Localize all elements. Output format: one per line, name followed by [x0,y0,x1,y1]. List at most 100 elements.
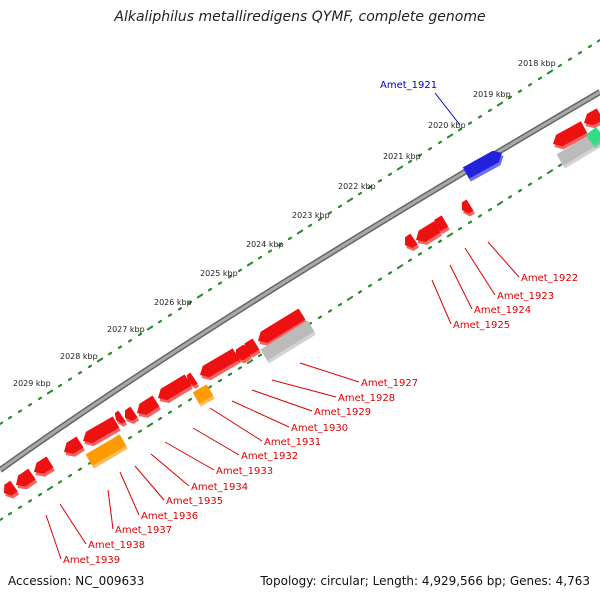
gene-feature [137,395,160,415]
scale-label: 2020 kbp [428,121,466,130]
tick-mark [46,389,54,395]
tick-mark [217,281,223,285]
scale-label: 2018 kbp [518,59,556,68]
tick-mark [127,435,133,440]
tick-mark [227,275,233,279]
gene-label: Amet_1929 [314,407,371,418]
gene-feature [260,320,315,361]
gene-feature [584,108,600,126]
scale-label: 2028 kbp [60,352,98,361]
tick-mark [17,505,23,510]
outer-tick-track [0,38,600,426]
tick-mark [187,300,193,305]
tick-mark [96,357,104,363]
tick-mark [327,211,333,215]
tick-mark [587,44,593,49]
tick-mark [387,271,393,275]
tick-mark [146,325,154,331]
tick-mark [546,169,554,175]
tick-mark [377,277,383,282]
tick-mark [157,416,163,421]
gene-feature [461,199,474,214]
tick-mark [0,421,4,426]
gene-track [4,108,600,499]
gene-feature [433,215,449,231]
tick-mark [577,51,583,55]
scale-label: 2022 kbp [338,182,376,191]
tick-mark [507,195,513,199]
tick-mark [237,366,243,370]
tick-mark [167,313,173,317]
gene-feature [124,406,138,422]
tick-mark [146,422,154,428]
tick-mark [377,179,383,183]
tick-mark [357,290,363,294]
gene-feature [4,480,18,496]
leader-line [59,503,87,545]
tick-mark [257,353,263,358]
tick-mark [196,293,204,299]
gene-label: Amet_1936 [141,511,198,522]
tick-mark [527,182,533,187]
tick-mark [367,283,373,288]
tick-mark [396,165,404,171]
tick-mark [467,121,473,125]
scale-labels: 2018 kbp 2019 kbp 2020 kbp 2021 kbp 2022 kbp… [13,59,556,388]
leader-line [464,247,496,296]
leader-line [107,489,114,530]
leader-line [434,92,461,126]
tick-mark [177,307,183,311]
tick-mark [137,332,143,337]
tick-mark [337,302,343,307]
gene-feature [553,121,588,147]
tick-mark [457,127,463,132]
leader-line [431,279,452,325]
tick-mark [107,351,113,356]
tick-mark [137,429,143,434]
tick-mark [177,404,183,408]
scale-label: 2021 kbp [383,152,421,161]
tick-mark [307,223,313,228]
leader-line [192,427,240,456]
tick-mark [187,397,193,402]
tick-mark [527,83,533,87]
tick-mark [517,89,523,93]
scale-label: 2024 kbp [246,240,284,249]
gene-feature [235,344,251,361]
leader-line [231,400,290,428]
gene-feature [404,233,418,249]
tick-mark [407,258,413,263]
tick-mark [427,147,433,151]
gene-label: Amet_1922 [521,273,578,284]
gene-label: Amet_1933 [216,466,273,477]
tick-mark [407,159,413,164]
tick-mark [167,410,173,415]
tick-mark [357,191,363,196]
scale-label: 2026 kbp [154,298,192,307]
tick-mark [267,249,273,253]
leader-line [150,453,190,487]
gene-label: Amet_1923 [497,291,554,302]
tick-mark [67,473,73,478]
tick-mark [246,359,254,365]
tick-mark [557,63,563,68]
leader-line [487,241,520,278]
tick-mark [217,378,223,383]
leader-line [119,471,140,516]
tick-mark [496,200,504,206]
tick-mark [87,364,93,369]
leader-line [45,514,62,560]
tick-mark [37,492,43,497]
scale-label: 2023 kbp [292,211,330,220]
scale-label: 2027 kbp [107,325,145,334]
gene-feature [83,416,120,444]
page-title: Alkaliphilus metalliredigens QYMF, compl… [114,9,486,25]
tick-mark [346,295,354,301]
tick-mark [487,207,493,212]
gene-label: Amet_1924 [474,305,531,316]
tick-mark [446,232,454,238]
tick-mark [296,229,304,235]
tick-mark [417,252,423,256]
label-leader-lines [45,92,520,560]
